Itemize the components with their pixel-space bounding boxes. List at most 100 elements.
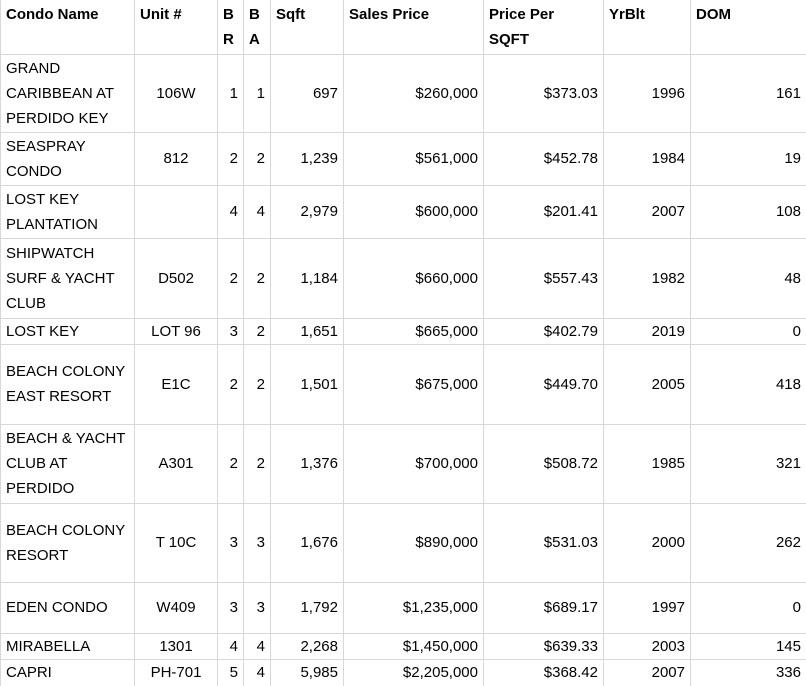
cell-sales-price: $890,000 [343, 503, 484, 583]
column-header-ba: BA [243, 0, 271, 55]
cell-br: 1 [217, 54, 244, 133]
cell-unit: 1301 [134, 633, 218, 660]
cell-ba: 3 [243, 582, 271, 634]
column-header-dom: DOM [690, 0, 806, 55]
cell-sales-price: $665,000 [343, 318, 484, 345]
cell-yrblt: 1984 [603, 132, 691, 186]
cell-sqft: 1,376 [270, 424, 344, 504]
cell-unit: W409 [134, 582, 218, 634]
cell-dom: 0 [690, 582, 806, 634]
cell-sqft: 1,792 [270, 582, 344, 634]
cell-yrblt: 2003 [603, 633, 691, 660]
cell-price-per-sqft: $557.43 [483, 238, 604, 319]
column-header-price-per-sqft-label: Price Per SQFT [489, 6, 555, 48]
cell-br: 3 [217, 582, 244, 634]
cell-unit: E1C [134, 344, 218, 425]
cell-ba: 2 [243, 238, 271, 319]
cell-sqft: 1,651 [270, 318, 344, 345]
cell-yrblt: 2007 [603, 185, 691, 239]
cell-dom: 418 [690, 344, 806, 425]
cell-sales-price: $260,000 [343, 54, 484, 133]
cell-sales-price: $1,235,000 [343, 582, 484, 634]
table-row: BEACH COLONY RESORT T 10C 3 3 1,676 $890… [0, 503, 806, 583]
cell-condo-name: SHIPWATCH SURF & YACHT CLUB [0, 238, 135, 319]
cell-sqft: 2,268 [270, 633, 344, 660]
column-header-br: BR [217, 0, 244, 55]
column-header-price-per-sqft: Price Per SQFT [483, 0, 604, 55]
cell-price-per-sqft: $639.33 [483, 633, 604, 660]
cell-unit: A301 [134, 424, 218, 504]
cell-dom: 336 [690, 659, 806, 686]
cell-sales-price: $2,205,000 [343, 659, 484, 686]
cell-dom: 321 [690, 424, 806, 504]
cell-condo-name: GRAND CARIBBEAN AT PERDIDO KEY [0, 54, 135, 133]
table-row: BEACH COLONY EAST RESORT E1C 2 2 1,501 $… [0, 344, 806, 425]
cell-sales-price: $600,000 [343, 185, 484, 239]
cell-br: 2 [217, 132, 244, 186]
cell-unit: 812 [134, 132, 218, 186]
cell-sales-price: $1,450,000 [343, 633, 484, 660]
cell-ba: 4 [243, 633, 271, 660]
cell-br: 3 [217, 318, 244, 345]
cell-yrblt: 1997 [603, 582, 691, 634]
column-header-yrblt: YrBlt [603, 0, 691, 55]
cell-unit: PH-701 [134, 659, 218, 686]
cell-br: 4 [217, 185, 244, 239]
cell-dom: 108 [690, 185, 806, 239]
cell-ba: 2 [243, 318, 271, 345]
table-row: MIRABELLA 1301 4 4 2,268 $1,450,000 $639… [0, 633, 806, 660]
cell-yrblt: 2007 [603, 659, 691, 686]
cell-price-per-sqft: $368.42 [483, 659, 604, 686]
cell-ba: 2 [243, 424, 271, 504]
cell-dom: 48 [690, 238, 806, 319]
table-row: LOST KEY PLANTATION 4 4 2,979 $600,000 $… [0, 185, 806, 239]
cell-price-per-sqft: $201.41 [483, 185, 604, 239]
cell-dom: 145 [690, 633, 806, 660]
table-row: EDEN CONDO W409 3 3 1,792 $1,235,000 $68… [0, 582, 806, 634]
cell-condo-name: BEACH COLONY RESORT [0, 503, 135, 583]
cell-dom: 262 [690, 503, 806, 583]
cell-unit: T 10C [134, 503, 218, 583]
cell-sqft: 2,979 [270, 185, 344, 239]
cell-ba: 1 [243, 54, 271, 133]
cell-condo-name: EDEN CONDO [0, 582, 135, 634]
cell-br: 5 [217, 659, 244, 686]
cell-condo-name: BEACH & YACHT CLUB AT PERDIDO [0, 424, 135, 504]
cell-sqft: 5,985 [270, 659, 344, 686]
cell-condo-name: SEASPRAY CONDO [0, 132, 135, 186]
cell-sales-price: $660,000 [343, 238, 484, 319]
cell-yrblt: 1985 [603, 424, 691, 504]
cell-ba: 2 [243, 344, 271, 425]
cell-sqft: 1,184 [270, 238, 344, 319]
table-row: LOST KEY LOT 96 3 2 1,651 $665,000 $402.… [0, 318, 806, 345]
column-header-condo-name: Condo Name [0, 0, 135, 55]
cell-dom: 0 [690, 318, 806, 345]
cell-dom: 19 [690, 132, 806, 186]
cell-price-per-sqft: $449.70 [483, 344, 604, 425]
cell-price-per-sqft: $689.17 [483, 582, 604, 634]
cell-condo-name: MIRABELLA [0, 633, 135, 660]
cell-br: 4 [217, 633, 244, 660]
cell-sqft: 1,239 [270, 132, 344, 186]
cell-br: 3 [217, 503, 244, 583]
cell-price-per-sqft: $452.78 [483, 132, 604, 186]
cell-yrblt: 2019 [603, 318, 691, 345]
cell-sqft: 1,501 [270, 344, 344, 425]
table-row: SEASPRAY CONDO 812 2 2 1,239 $561,000 $4… [0, 132, 806, 186]
cell-sales-price: $700,000 [343, 424, 484, 504]
cell-unit [134, 185, 218, 239]
cell-yrblt: 1982 [603, 238, 691, 319]
cell-price-per-sqft: $402.79 [483, 318, 604, 345]
cell-price-per-sqft: $373.03 [483, 54, 604, 133]
cell-price-per-sqft: $508.72 [483, 424, 604, 504]
cell-br: 2 [217, 424, 244, 504]
column-header-unit: Unit # [134, 0, 218, 55]
cell-dom: 161 [690, 54, 806, 133]
cell-unit: LOT 96 [134, 318, 218, 345]
cell-sales-price: $675,000 [343, 344, 484, 425]
cell-unit: D502 [134, 238, 218, 319]
cell-price-per-sqft: $531.03 [483, 503, 604, 583]
cell-condo-name: LOST KEY [0, 318, 135, 345]
